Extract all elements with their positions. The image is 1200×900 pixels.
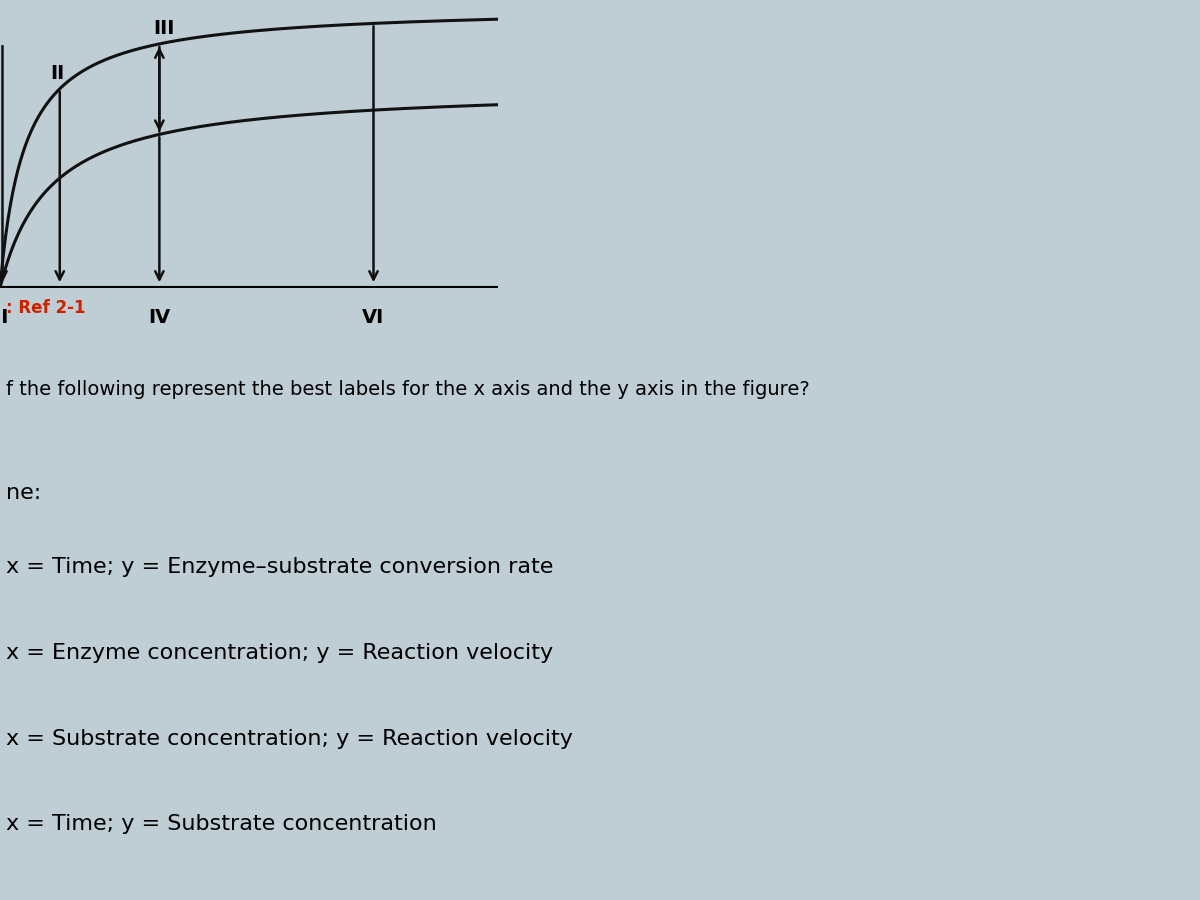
Text: x = Substrate concentration; y = Reaction velocity: x = Substrate concentration; y = Reactio…: [6, 729, 572, 749]
Text: III: III: [154, 19, 175, 38]
Text: x = Time; y = Enzyme–substrate conversion rate: x = Time; y = Enzyme–substrate conversio…: [6, 557, 553, 577]
Text: : Ref 2-1: : Ref 2-1: [6, 299, 85, 318]
Text: VI: VI: [362, 308, 385, 328]
Text: f the following represent the best labels for the x axis and the y axis in the f: f the following represent the best label…: [6, 380, 810, 399]
Text: II: II: [50, 64, 65, 83]
Text: ne:: ne:: [6, 482, 41, 503]
Text: x = Enzyme concentration; y = Reaction velocity: x = Enzyme concentration; y = Reaction v…: [6, 643, 553, 662]
Text: VII: VII: [0, 308, 10, 328]
Text: x = Time; y = Substrate concentration: x = Time; y = Substrate concentration: [6, 814, 437, 834]
Text: IV: IV: [149, 308, 170, 328]
